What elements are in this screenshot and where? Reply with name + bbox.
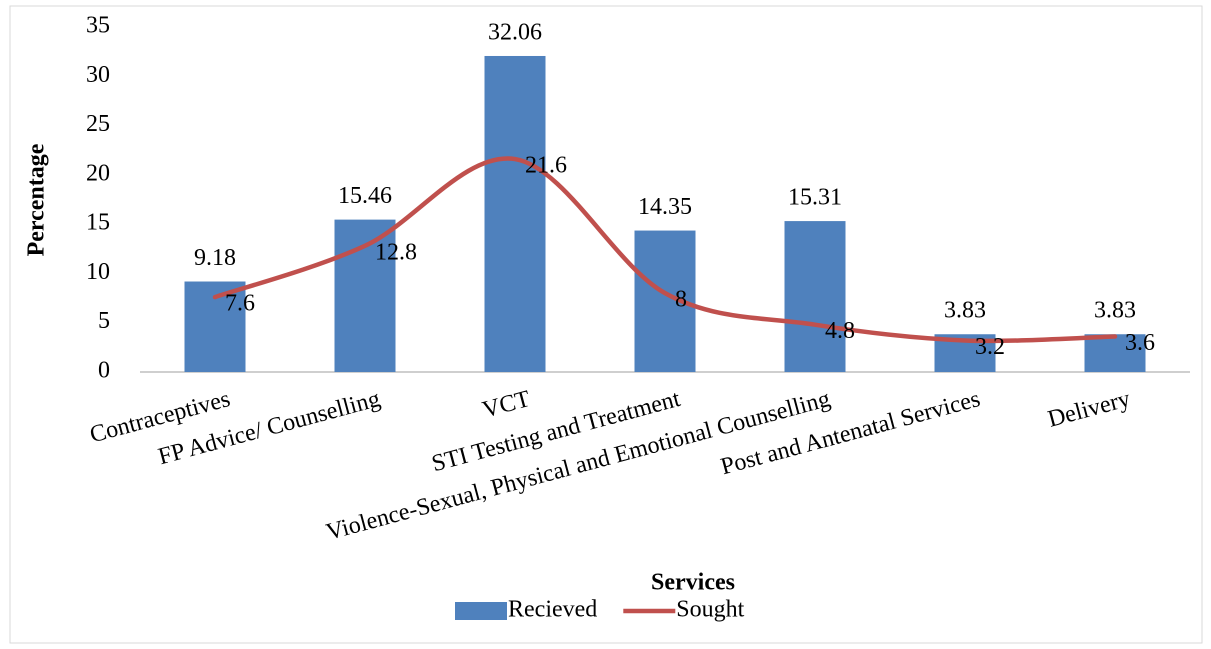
y-tick-label: 15: [86, 210, 110, 236]
y-tick-label: 25: [86, 111, 110, 137]
bar-value-label: 15.31: [788, 185, 842, 211]
line: [212, 156, 1118, 344]
bar: [1084, 334, 1146, 372]
legend-label: Recieved: [508, 597, 597, 623]
bar: [484, 55, 546, 372]
line-value-label: 3.2: [975, 334, 1005, 360]
y-tick-label: 5: [98, 308, 110, 334]
line-value-label: 8: [675, 287, 687, 313]
bar-value-label: 3.83: [1094, 298, 1136, 324]
legend-swatch: [455, 602, 507, 620]
line-value-label: 7.6: [225, 291, 255, 317]
bar-value-label: 9.18: [194, 245, 236, 271]
y-tick-label: 0: [98, 358, 110, 384]
y-tick-label: 10: [86, 259, 110, 285]
y-tick-label: 20: [86, 160, 110, 186]
x-axis-title: Services: [651, 570, 735, 596]
line-value-label: 4.8: [825, 318, 855, 344]
line-value-label: 21.6: [525, 153, 567, 179]
line-value-label: 3.6: [1125, 330, 1155, 356]
y-tick-label: 30: [86, 62, 110, 88]
line-value-label: 12.8: [375, 239, 417, 265]
bar-value-label: 14.35: [638, 194, 692, 220]
y-tick-label: 35: [86, 13, 110, 39]
bar: [784, 221, 846, 372]
bar-value-label: 3.83: [944, 298, 986, 324]
legend-label: Sought: [676, 597, 744, 623]
y-axis-title: Percentage: [24, 143, 50, 256]
bar-value-label: 15.46: [338, 183, 392, 209]
bar-value-label: 32.06: [488, 19, 542, 45]
